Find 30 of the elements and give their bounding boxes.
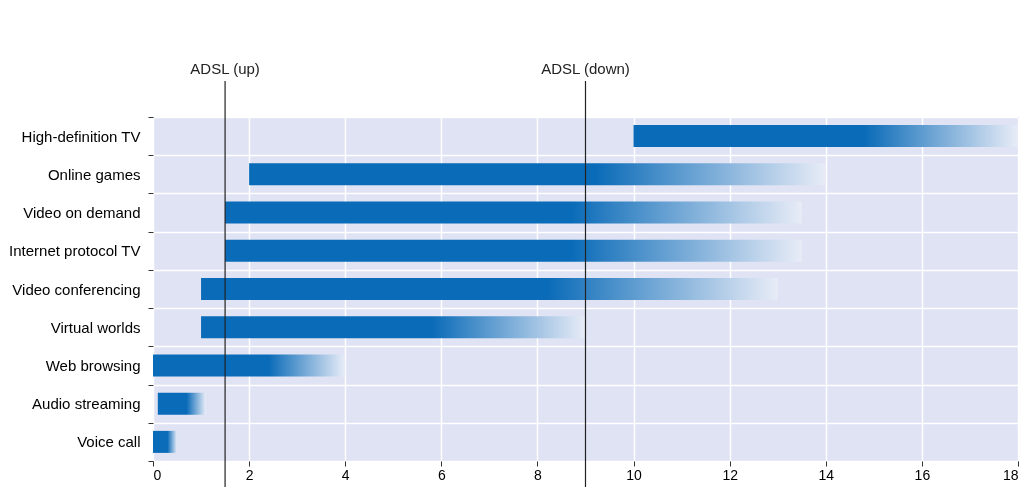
y-tick-label: Video on demand bbox=[23, 204, 141, 222]
x-tick-label: 4 bbox=[341, 466, 350, 483]
x-tick-label: 18 bbox=[1002, 466, 1019, 483]
bar bbox=[157, 392, 206, 415]
bar bbox=[153, 354, 346, 377]
y-tick-label: Online games bbox=[47, 165, 141, 183]
ref-line-label: ADSL (down) bbox=[541, 60, 630, 77]
bar bbox=[633, 125, 1018, 148]
y-tick-label: Audio streaming bbox=[32, 395, 141, 413]
y-tick-label: Video conferencing bbox=[12, 280, 141, 298]
y-tick-label: Internet protocol TV bbox=[9, 242, 141, 260]
bar bbox=[249, 163, 826, 186]
x-tick-label: 10 bbox=[626, 466, 643, 483]
bar bbox=[225, 201, 802, 224]
x-tick-label: 14 bbox=[818, 466, 835, 483]
x-tick-label: 0 bbox=[153, 466, 162, 483]
x-tick-label: 6 bbox=[437, 466, 446, 483]
x-tick-label: 8 bbox=[534, 466, 543, 483]
y-tick-label: Voice call bbox=[77, 433, 141, 451]
y-tick-label: High-definition TV bbox=[21, 127, 141, 145]
x-tick-label: 2 bbox=[245, 466, 254, 483]
bar bbox=[201, 278, 778, 300]
bar bbox=[153, 430, 178, 453]
y-tick-label: Web browsing bbox=[45, 356, 141, 374]
x-tick-label: 16 bbox=[914, 466, 931, 483]
bar bbox=[201, 316, 586, 339]
y-tick-label: Virtual worlds bbox=[50, 318, 141, 336]
x-tick-label: 12 bbox=[722, 466, 739, 483]
bar bbox=[225, 239, 802, 262]
ref-line-label: ADSL (up) bbox=[190, 60, 260, 77]
